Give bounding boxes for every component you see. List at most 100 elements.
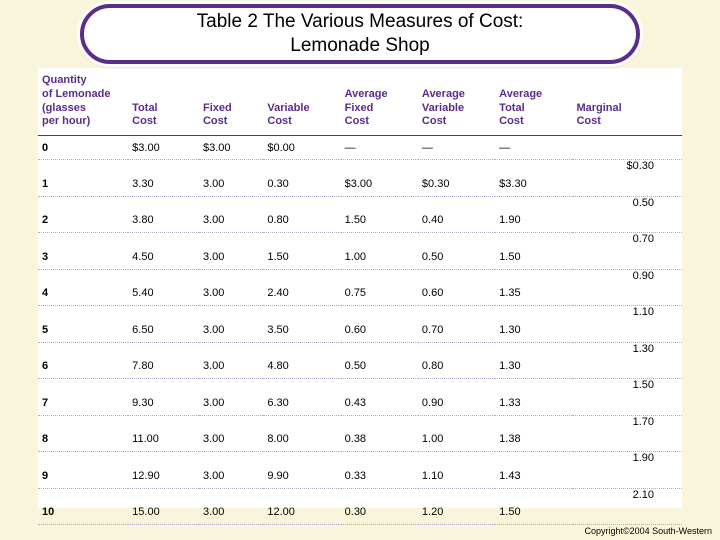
cell-q: 9 [38, 464, 128, 488]
cell-avc: 0.70 [418, 318, 495, 342]
cell-afc: 1.50 [341, 209, 418, 233]
marginal-cost-row: 1.90 [38, 452, 682, 465]
cell-avc: 0.60 [418, 282, 495, 306]
cell-q: 8 [38, 428, 128, 452]
table-row: 67.803.004.800.500.801.30 [38, 355, 682, 379]
cell-vc: 0.30 [263, 172, 340, 196]
cell-tc: 4.50 [128, 245, 199, 269]
cell-q: 4 [38, 282, 128, 306]
table-row: 1015.003.0012.000.301.201.50 [38, 501, 682, 525]
cell-q: 5 [38, 318, 128, 342]
cell-fc: 3.00 [199, 391, 263, 415]
cell-vc: 0.80 [263, 209, 340, 233]
col-header-6: AverageTotalCost [495, 68, 572, 136]
col-header-4: AverageFixedCost [341, 68, 418, 136]
cell-avc: 0.80 [418, 355, 495, 379]
cell-atc: $3.30 [495, 172, 572, 196]
cell-fc: $3.00 [199, 136, 263, 160]
cell-atc: 1.50 [495, 501, 572, 525]
cell-tc: 7.80 [128, 355, 199, 379]
cell-avc: $0.30 [418, 172, 495, 196]
table-row: 79.303.006.300.430.901.33 [38, 391, 682, 415]
title-line1: Table 2 The Various Measures of Cost: [197, 11, 524, 32]
cell-tc: 15.00 [128, 501, 199, 525]
cell-vc: 3.50 [263, 318, 340, 342]
cell-afc: 0.33 [341, 464, 418, 488]
cell-mc: 0.50 [572, 196, 682, 209]
cell-q: 1 [38, 172, 128, 196]
cell-q: 3 [38, 245, 128, 269]
cell-vc: 8.00 [263, 428, 340, 452]
cell-atc: 1.43 [495, 464, 572, 488]
cell-q: 2 [38, 209, 128, 233]
copyright-text: Copyright©2004 South-Western [584, 526, 712, 536]
cell-fc: 3.00 [199, 172, 263, 196]
cell-q: 7 [38, 391, 128, 415]
cell-mc: 0.70 [572, 233, 682, 246]
cell-vc: 4.80 [263, 355, 340, 379]
cell-atc: 1.30 [495, 355, 572, 379]
cell-mc: 1.90 [572, 452, 682, 465]
cell-tc: $3.00 [128, 136, 199, 160]
cell-fc: 3.00 [199, 501, 263, 525]
cell-mc: $0.30 [572, 160, 682, 173]
table-row: 23.803.000.801.500.401.90 [38, 209, 682, 233]
cell-mc: 1.30 [572, 342, 682, 355]
cell-afc: — [341, 136, 418, 160]
marginal-cost-row: 1.70 [38, 415, 682, 428]
marginal-cost-row: 2.10 [38, 488, 682, 501]
title-bar: Table 2 The Various Measures of Cost: Le… [80, 4, 640, 64]
table-row: 811.003.008.000.381.001.38 [38, 428, 682, 452]
cell-avc: 1.20 [418, 501, 495, 525]
cell-vc: $0.00 [263, 136, 340, 160]
cell-vc: 2.40 [263, 282, 340, 306]
table-row: 0$3.00$3.00$0.00——— [38, 136, 682, 160]
cell-atc: 1.35 [495, 282, 572, 306]
cell-afc: 0.38 [341, 428, 418, 452]
cell-q: 10 [38, 501, 128, 525]
cell-avc: 0.90 [418, 391, 495, 415]
marginal-cost-row: 1.30 [38, 342, 682, 355]
cell-mc: 1.50 [572, 379, 682, 392]
marginal-cost-row: $0.30 [38, 160, 682, 173]
cell-mc: 0.90 [572, 269, 682, 282]
page-title: Table 2 The Various Measures of Cost: Le… [197, 10, 524, 58]
cell-fc: 3.00 [199, 464, 263, 488]
cell-tc: 11.00 [128, 428, 199, 452]
cell-atc: 1.50 [495, 245, 572, 269]
cell-vc: 1.50 [263, 245, 340, 269]
cell-avc: — [418, 136, 495, 160]
table-row: 912.903.009.900.331.101.43 [38, 464, 682, 488]
cell-vc: 6.30 [263, 391, 340, 415]
cell-afc: $3.00 [341, 172, 418, 196]
title-line2: Lemonade Shop [290, 35, 429, 56]
marginal-cost-row: 1.50 [38, 379, 682, 392]
cell-fc: 3.00 [199, 318, 263, 342]
cell-mc: 2.10 [572, 488, 682, 501]
cell-afc: 1.00 [341, 245, 418, 269]
cell-fc: 3.00 [199, 428, 263, 452]
cell-mc: 1.70 [572, 415, 682, 428]
cell-tc: 6.50 [128, 318, 199, 342]
table-row: 56.503.003.500.600.701.30 [38, 318, 682, 342]
marginal-cost-row: 1.10 [38, 306, 682, 319]
col-header-2: FixedCost [199, 68, 263, 136]
cell-q: 0 [38, 136, 128, 160]
col-header-1: TotalCost [128, 68, 199, 136]
cell-fc: 3.00 [199, 245, 263, 269]
cell-afc: 0.50 [341, 355, 418, 379]
cell-afc: 0.60 [341, 318, 418, 342]
col-header-5: AverageVariableCost [418, 68, 495, 136]
cell-atc: — [495, 136, 572, 160]
cell-atc: 1.30 [495, 318, 572, 342]
cell-avc: 1.10 [418, 464, 495, 488]
cell-atc: 1.38 [495, 428, 572, 452]
table-row: 45.403.002.400.750.601.35 [38, 282, 682, 306]
cost-table: Quantityof Lemonade(glassesper hour)Tota… [38, 68, 682, 525]
cell-avc: 0.40 [418, 209, 495, 233]
cell-vc: 9.90 [263, 464, 340, 488]
col-header-7: MarginalCost [572, 68, 682, 136]
marginal-cost-row: 0.50 [38, 196, 682, 209]
cell-fc: 3.00 [199, 209, 263, 233]
cell-avc: 1.00 [418, 428, 495, 452]
